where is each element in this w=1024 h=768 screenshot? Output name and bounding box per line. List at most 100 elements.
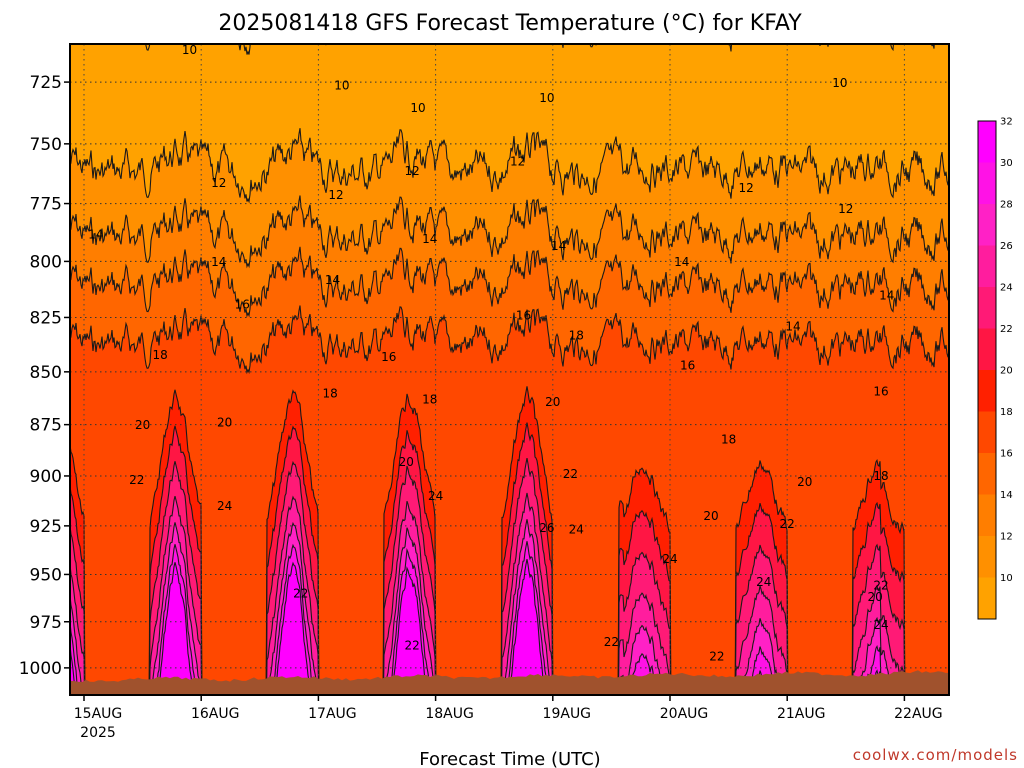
chart-title: 2025081418 GFS Forecast Temperature (°C)… <box>218 11 802 36</box>
y-tick-label: 775 <box>30 195 62 215</box>
contour-label-18: 18 <box>873 469 888 483</box>
contour-label-16: 16 <box>873 384 888 398</box>
colorbar-swatch <box>978 453 996 495</box>
colorbar-swatch <box>978 121 996 163</box>
y-tick-label: 1000 <box>19 659 62 679</box>
colorbar-swatch <box>978 162 996 204</box>
x-tick-label: 21AUG <box>777 706 826 722</box>
contour-label-10: 10 <box>410 101 425 115</box>
colorbar-label: 28 <box>1000 200 1013 211</box>
contour-label-18: 18 <box>153 348 168 362</box>
isotherm-16 <box>70 246 949 318</box>
y-tick-label: 800 <box>30 252 62 272</box>
isotherm-24 <box>70 457 906 695</box>
colorbar-label: 30 <box>1000 158 1013 169</box>
colorbar-swatch <box>978 328 996 370</box>
contour-label-16: 16 <box>516 309 531 323</box>
contour-label-22: 22 <box>780 517 795 531</box>
colorbar-label: 12 <box>1000 532 1013 543</box>
site-credit[interactable]: coolwx.com/models <box>853 746 1018 764</box>
colorbar-label: 14 <box>1000 490 1013 501</box>
y-tick-label: 875 <box>30 416 62 436</box>
isotherm-22 <box>70 422 906 695</box>
contour-label-16: 16 <box>235 298 250 312</box>
y-tick-label: 725 <box>30 73 62 93</box>
contour-label-12: 12 <box>328 188 343 202</box>
x-tick-label: 22AUG <box>894 706 943 722</box>
grid-lines <box>70 44 949 695</box>
contour-label-24: 24 <box>569 523 584 537</box>
contour-label-12: 12 <box>510 155 525 169</box>
colorbar: 10 12 14 16 18 20 22 24 26 28 30 32 <box>977 117 1013 620</box>
contour-label-16: 16 <box>680 359 695 373</box>
contour-label-18: 18 <box>422 393 437 407</box>
contour-label-20: 20 <box>545 395 560 409</box>
contour-label-20: 20 <box>867 590 882 604</box>
colorbar-label: 26 <box>1000 241 1013 252</box>
contour-label-20: 20 <box>217 416 232 430</box>
isotherm-contours <box>70 44 949 695</box>
isotherm-20 <box>70 386 906 695</box>
isotherm-18 <box>70 305 949 375</box>
contour-label-22: 22 <box>405 639 420 653</box>
contour-label-10: 10 <box>539 91 554 105</box>
colorbar-frame <box>977 120 997 620</box>
contour-label-18: 18 <box>322 386 337 400</box>
contour-label-20: 20 <box>703 509 718 523</box>
contour-label-22: 22 <box>604 635 619 649</box>
y-tick-label: 750 <box>30 135 62 155</box>
x-tick-label: 19AUG <box>543 706 592 722</box>
contour-label-14: 14 <box>211 255 226 269</box>
contour-label-14: 14 <box>422 232 437 246</box>
colorbar-swatch <box>978 536 996 578</box>
contour-label-24: 24 <box>662 552 677 566</box>
contour-label-16: 16 <box>381 350 396 364</box>
isotherm-26 <box>70 492 905 695</box>
contour-label-14: 14 <box>674 255 689 269</box>
x-axis: 15AUG 16AUG 17AUG 18AUG 19AUG 20AUG 21AUG 22AUG… <box>74 695 943 741</box>
contour-label-26: 26 <box>539 521 554 535</box>
y-axis: 725 750 775 800 825 850 875 900 925 950 975 1000 <box>19 73 70 679</box>
colorbar-swatch <box>978 204 996 246</box>
colorbar-label: 10 <box>1000 573 1013 584</box>
contour-label-24: 24 <box>756 575 771 589</box>
x-tick-label: 17AUG <box>308 706 357 722</box>
contour-label-22: 22 <box>563 467 578 481</box>
colorbar-label: 32 <box>1000 117 1013 128</box>
band-28 <box>70 519 893 695</box>
contour-label-14: 14 <box>88 227 103 241</box>
colorbar-label: 24 <box>1000 283 1013 294</box>
terrain-surface <box>70 670 949 695</box>
x-tick-label: 16AUG <box>191 706 240 722</box>
contour-label-14: 14 <box>879 289 894 303</box>
contour-label-14: 14 <box>551 239 566 253</box>
colorbar-label: 16 <box>1000 449 1013 460</box>
y-tick-label: 925 <box>30 517 62 537</box>
plot-area: 10 10 10 10 10 12 12 12 12 12 12 14 14 14 14 14 14 14 14 16… <box>70 44 949 695</box>
isotherm-28 <box>70 519 895 695</box>
contour-labels: 10 10 10 10 10 12 12 12 12 12 12 14 14 14 14 14 14 14 14 16… <box>88 44 894 664</box>
contour-label-24: 24 <box>428 489 443 503</box>
y-tick-label: 975 <box>30 613 62 633</box>
x-axis-label: Forecast Time (UTC) <box>419 749 600 768</box>
colorbar-swatch <box>978 245 996 287</box>
contour-label-12: 12 <box>211 176 226 190</box>
contour-label-20: 20 <box>399 455 414 469</box>
colorbar-label: 20 <box>1000 366 1013 377</box>
colorbar-swatch <box>978 370 996 412</box>
contour-label-22: 22 <box>293 586 308 600</box>
colorbar-swatch <box>978 287 996 329</box>
isotherm-30 <box>70 541 887 695</box>
x-tick-label: 15AUG <box>74 706 123 722</box>
contour-label-22: 22 <box>873 579 888 593</box>
contour-label-10: 10 <box>832 76 847 90</box>
contour-label-18: 18 <box>721 432 736 446</box>
colorbar-swatch <box>978 577 996 619</box>
x-tick-label: 20AUG <box>660 706 709 722</box>
contour-label-24: 24 <box>873 618 888 632</box>
contour-label-12: 12 <box>405 164 420 178</box>
y-tick-label: 900 <box>30 467 62 487</box>
contour-label-12: 12 <box>739 181 754 195</box>
x-year-label: 2025 <box>80 725 116 741</box>
